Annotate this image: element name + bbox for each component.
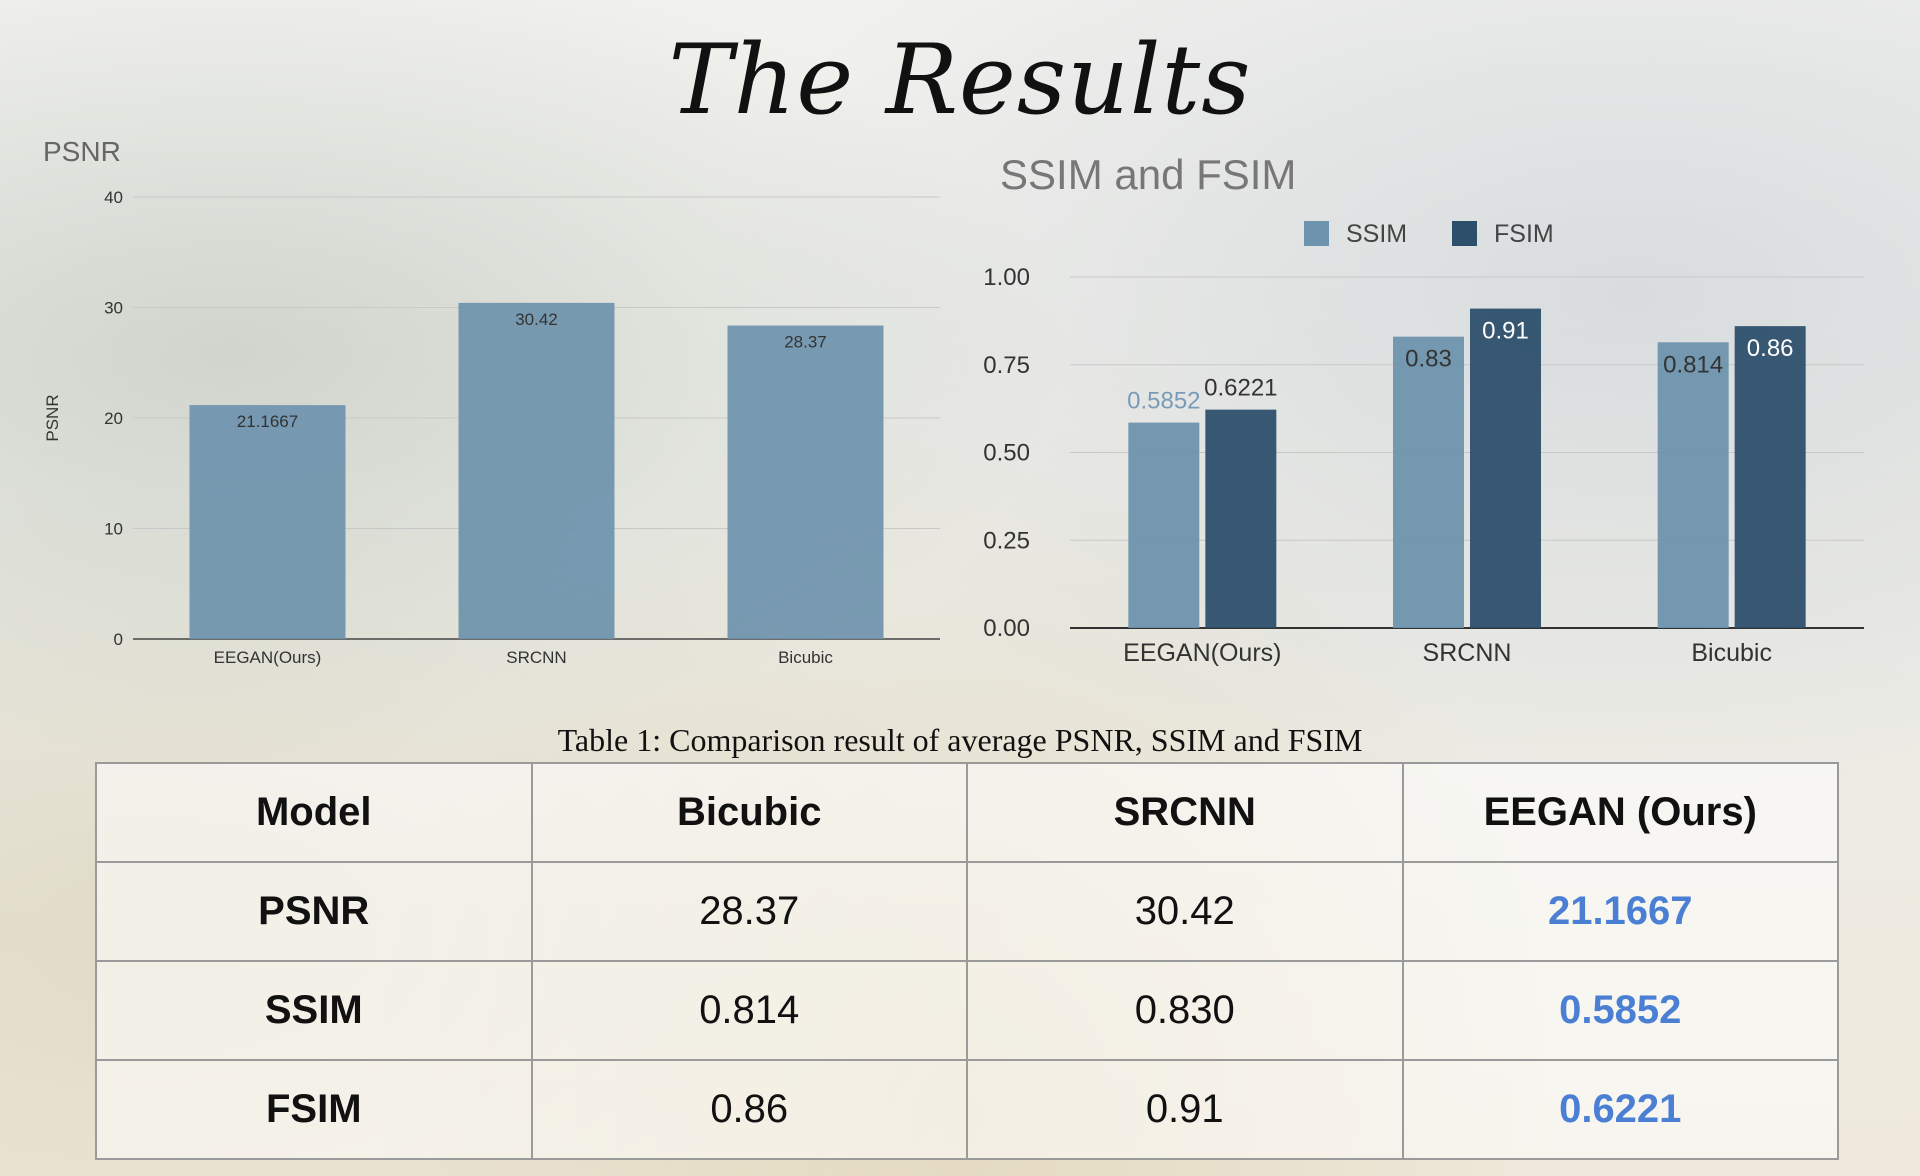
data-label: 0.814 [1663,351,1723,378]
chart-title: PSNR [43,136,121,167]
table-header-row: Model Bicubic SRCNN EEGAN (Ours) [95,762,1839,863]
chart-title: SSIM and FSIM [1000,151,1296,198]
y-tick-label: 20 [104,409,123,428]
value-bicubic: 28.37 [530,861,968,962]
x-tick-label: SRCNN [1423,639,1512,667]
legend-label: FSIM [1494,220,1554,248]
bar [1128,422,1200,628]
legend-swatch [1452,221,1477,246]
value-srcnn: 30.42 [966,861,1404,962]
value-srcnn: 0.91 [966,1059,1404,1160]
psnr-bar-chart: PSNR PSNR 0 10 20 30 40 21.1667 EEGAN(Ours) 30.42… [43,136,940,667]
value-eegan: 0.6221 [1401,1059,1839,1160]
data-label: 0.91 [1482,318,1529,345]
value-eegan: 0.5852 [1401,960,1839,1061]
y-tick-label: 30 [104,299,123,318]
bar [1393,336,1464,628]
data-label: 0.6221 [1204,375,1277,402]
header-srcnn: SRCNN [966,762,1404,863]
data-label: 0.83 [1405,346,1452,373]
header-eegan: EEGAN (Ours) [1401,762,1839,863]
table-row-fsim: FSIM 0.86 0.91 0.6221 [95,1059,1839,1160]
header-model: Model [95,762,533,863]
y-axis-label: PSNR [43,394,62,441]
data-label: 28.37 [784,333,827,352]
value-bicubic: 0.814 [530,960,968,1061]
y-tick-label: 1.00 [983,264,1030,291]
table-row-psnr: PSNR 28.37 30.42 21.1667 [95,861,1839,962]
data-label: 0.86 [1747,335,1794,362]
bar [1205,409,1277,628]
metric-label: FSIM [95,1059,533,1160]
header-bicubic: Bicubic [530,762,968,863]
x-tick-label: Bicubic [778,648,833,667]
metric-label: SSIM [95,960,533,1061]
y-tick-label: 0.25 [983,527,1030,554]
value-srcnn: 0.830 [966,960,1404,1061]
bar [1734,326,1806,628]
legend-label: SSIM [1346,220,1407,248]
y-tick-label: 0.00 [983,615,1030,642]
x-tick-label: SRCNN [506,648,566,667]
results-table: Model Bicubic SRCNN EEGAN (Ours) PSNR 28… [95,762,1839,1160]
bar [1657,342,1729,628]
table-row-ssim: SSIM 0.814 0.830 0.5852 [95,960,1839,1061]
x-tick-label: EEGAN(Ours) [214,648,322,667]
data-label: 30.42 [515,310,558,329]
metric-label: PSNR [95,861,533,962]
y-tick-label: 0.75 [983,352,1030,379]
bar [1470,308,1541,628]
data-label: 0.5852 [1127,388,1200,415]
data-label: 21.1667 [237,412,298,431]
y-tick-label: 10 [104,520,123,539]
y-tick-label: 40 [104,188,123,207]
x-tick-label: EEGAN(Ours) [1123,639,1281,667]
legend-swatch [1304,221,1329,246]
bar [458,302,615,639]
x-tick-label: Bicubic [1691,639,1772,667]
bar [189,405,346,639]
value-eegan: 21.1667 [1401,861,1839,962]
ssim-fsim-bar-chart: SSIM and FSIM SSIM FSIM 0.00 0.25 0.50 0.75 1.0… [983,151,1864,667]
y-tick-label: 0 [114,630,123,649]
slide-title: The Results [668,24,1252,136]
value-bicubic: 0.86 [530,1059,968,1160]
bar [727,325,884,639]
y-tick-label: 0.50 [983,440,1030,467]
table-caption: Table 1: Comparison result of average PS… [557,722,1363,758]
